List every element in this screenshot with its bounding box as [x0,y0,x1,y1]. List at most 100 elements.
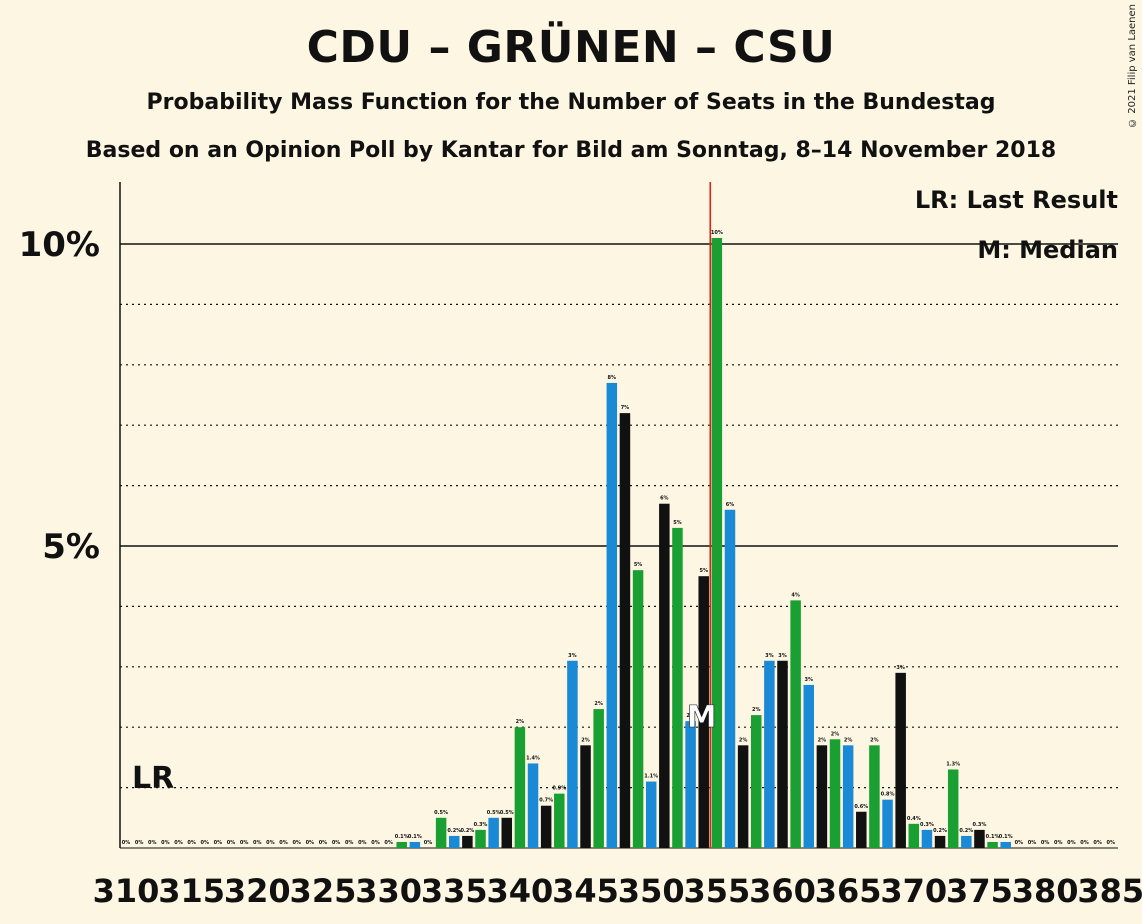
data-label-321: 0% [266,840,275,846]
data-label-334: 0.5% [434,810,448,816]
y-tick-label: 5% [42,527,100,567]
bar-342 [540,805,552,848]
data-label-361: 4% [791,592,800,598]
data-label-322: 0% [279,840,288,846]
data-label-382: 0% [1067,840,1076,846]
data-label-313: 0% [161,840,170,846]
data-label-327: 0% [345,840,354,846]
data-label-374: 0.2% [959,828,973,834]
data-label-355: 10% [711,230,723,236]
x-tick-label: 380 [1012,872,1079,910]
data-label-360: 3% [778,653,787,659]
bar-364 [829,739,841,848]
data-label-377: 0.1% [999,834,1013,840]
bar-347 [606,382,618,848]
bar-355 [711,237,723,848]
data-label-312: 0% [148,840,157,846]
data-label-367: 2% [870,737,879,743]
data-label-364: 2% [831,731,840,737]
bar-367 [869,745,880,848]
data-label-368: 0.8% [881,792,895,798]
data-label-324: 0% [306,840,315,846]
bar-348 [619,413,631,848]
data-label-330: 0% [384,840,393,846]
y-tick-label: 10% [19,225,100,265]
data-label-371: 0.3% [920,822,934,828]
bar-372 [934,835,946,848]
bar-356 [724,509,736,848]
data-label-332: 0.1% [408,834,422,840]
data-label-358: 2% [752,707,761,713]
chart-title: CDU – GRÜNEN – CSU [306,22,836,73]
data-label-317: 0% [214,840,223,846]
data-label-347: 8% [608,375,617,381]
data-label-345: 2% [581,737,590,743]
bar-338 [488,817,499,848]
data-label-350: 1.1% [644,774,658,780]
data-label-373: 1.3% [946,761,960,767]
data-label-337: 0.3% [474,822,488,828]
bar-350 [645,781,657,848]
data-label-339: 0.5% [500,810,514,816]
x-tick-label: 320 [224,872,291,910]
data-label-359: 3% [765,653,774,659]
data-label-315: 0% [187,840,196,846]
chart-source: Based on an Opinion Poll by Kantar for B… [85,138,1057,163]
data-label-356: 6% [726,502,735,508]
data-label-353: 2% [686,713,695,719]
data-label-365: 2% [844,737,853,743]
bar-340 [514,727,526,848]
data-label-352: 5% [673,520,682,526]
bar-374 [961,835,972,848]
bar-351 [659,503,670,848]
bar-353 [685,721,696,848]
data-label-348: 7% [621,405,630,411]
data-label-346: 2% [594,701,603,707]
bar-368 [882,799,893,848]
data-label-316: 0% [201,840,210,846]
last-result-marker: LR [132,761,174,796]
data-label-318: 0% [227,840,236,846]
x-tick-label: 350 [618,872,685,910]
data-label-319: 0% [240,840,249,846]
bar-331 [396,841,407,848]
x-tick-label: 370 [880,872,947,910]
bar-345 [580,745,591,848]
data-label-370: 0.4% [907,816,921,822]
x-tick-label: 310 [93,872,160,910]
x-tick-label: 375 [946,872,1013,910]
bar-334 [435,817,447,848]
data-label-310: 0% [122,840,131,846]
bar-332 [409,841,421,848]
bar-365 [842,745,854,848]
data-label-314: 0% [174,840,183,846]
data-label-380: 0% [1041,840,1050,846]
data-label-344: 3% [568,653,577,659]
bar-343 [554,793,565,848]
x-tick-label: 360 [749,872,816,910]
data-label-385: 0% [1107,840,1116,846]
bar-349 [632,570,644,848]
bar-357 [737,745,749,848]
legend-median: M: Median [977,236,1118,264]
bar-366 [856,811,867,848]
bar-362 [803,684,815,848]
data-label-320: 0% [253,840,262,846]
data-label-336: 0.2% [460,828,474,834]
data-label-363: 2% [818,737,827,743]
data-label-354: 5% [699,568,708,574]
x-tick-label: 385 [1077,872,1142,910]
data-label-378: 0% [1015,840,1024,846]
x-tick-label: 315 [158,872,225,910]
x-tick-label: 340 [487,872,554,910]
data-label-338: 0.5% [487,810,501,816]
data-label-384: 0% [1093,840,1102,846]
bar-363 [816,745,828,848]
data-label-351: 6% [660,496,669,502]
bar-352 [672,527,683,848]
bar-369 [895,672,906,848]
chart-subtitle: Probability Mass Function for the Number… [146,90,996,115]
bar-346 [593,709,604,848]
bar-358 [750,715,762,848]
